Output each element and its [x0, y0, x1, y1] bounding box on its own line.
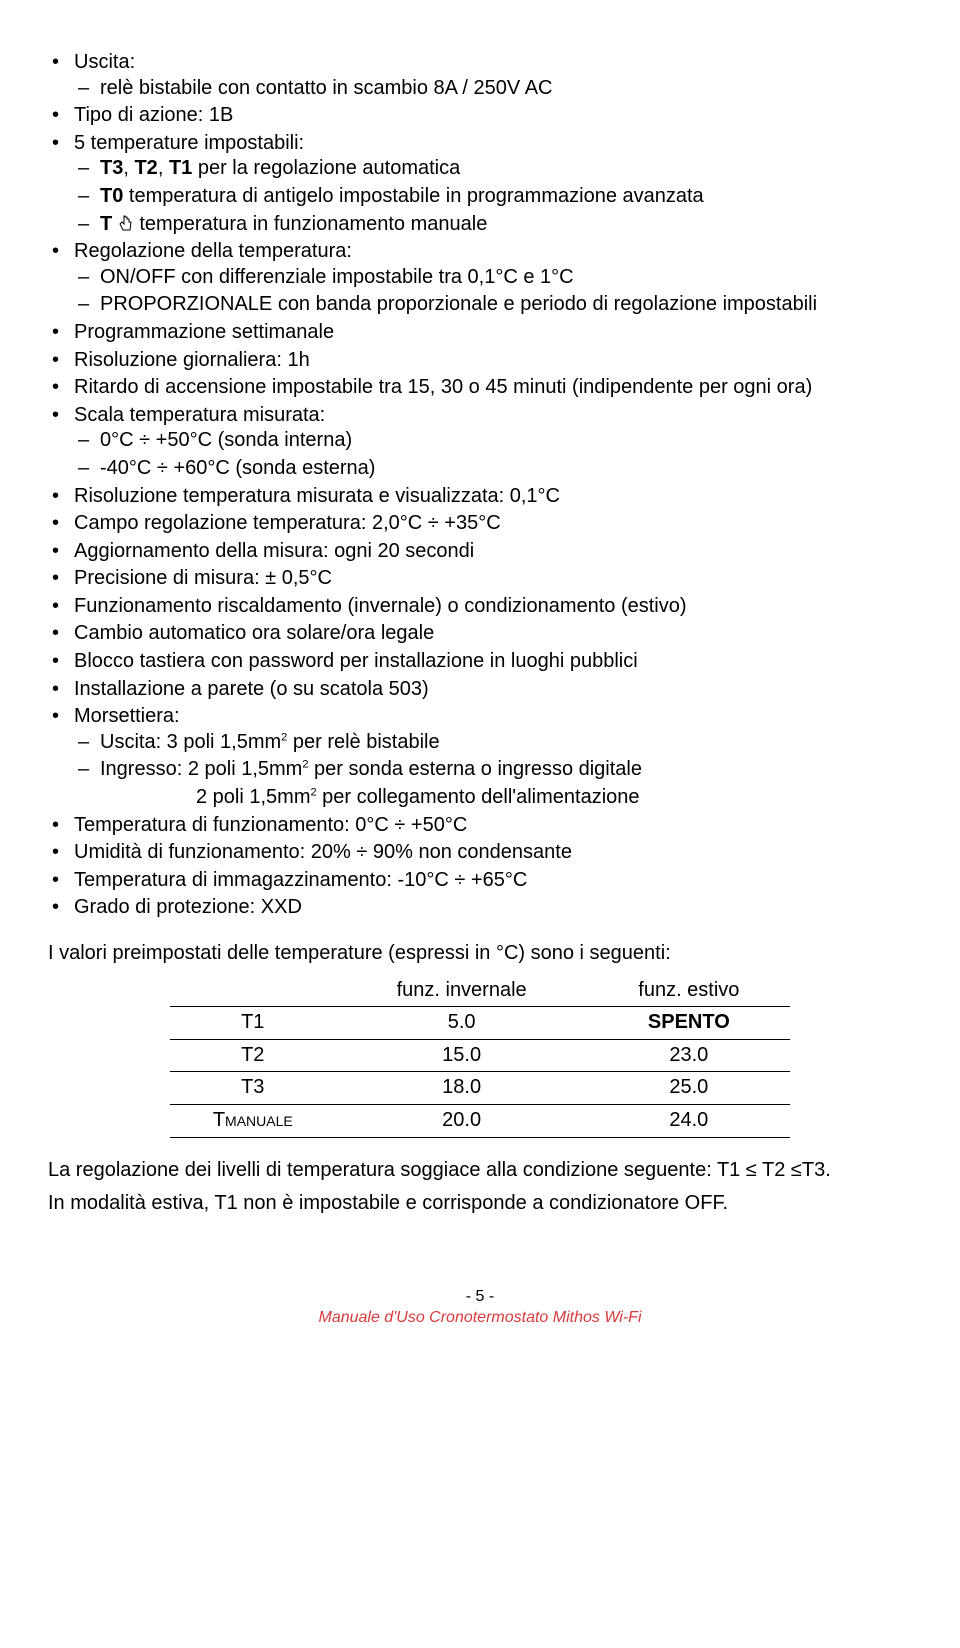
item-text: Morsettiera:	[74, 705, 180, 727]
list-item: Tipo di azione: 1B	[48, 103, 912, 129]
list-item: 5 temperature impostabili: T3, T2, T1 pe…	[48, 131, 912, 237]
list-item: Precisione di misura: ± 0,5°C	[48, 566, 912, 592]
list-item: Temperatura di immagazzinamento: -10°C ÷…	[48, 868, 912, 894]
header-blank	[170, 975, 336, 1007]
cell-value: 5.0	[336, 1007, 588, 1040]
cell-value: 15.0	[336, 1039, 588, 1072]
t1-label: T1	[169, 157, 192, 179]
list-item: Cambio automatico ora solare/ora legale	[48, 621, 912, 647]
cell-tmanuale: TMANUALE	[170, 1104, 336, 1137]
sub-item: PROPORZIONALE con banda proporzionale e …	[74, 292, 912, 318]
page-number: - 5 -	[48, 1287, 912, 1308]
t0-label: T0	[100, 185, 123, 207]
table-header-row: funz. invernale funz. estivo	[170, 975, 790, 1007]
sub-item: Ingresso: 2 poli 1,5mm2 per sonda estern…	[74, 757, 912, 783]
cell-t1: T1	[170, 1007, 336, 1040]
list-item: Scala temperatura misurata: 0°C ÷ +50°C …	[48, 403, 912, 482]
sub-item: -40°C ÷ +60°C (sonda esterna)	[74, 456, 912, 482]
note-line-1: La regolazione dei livelli di temperatur…	[48, 1158, 912, 1184]
list-item: Regolazione della temperatura: ON/OFF co…	[48, 239, 912, 318]
cell-value: 20.0	[336, 1104, 588, 1137]
sub-list: 0°C ÷ +50°C (sonda interna) -40°C ÷ +60°…	[74, 428, 912, 481]
t2-label: T2	[134, 157, 157, 179]
item-text: Scala temperatura misurata:	[74, 404, 325, 426]
manual-title: Manuale d'Uso Cronotermostato Mithos Wi-…	[48, 1308, 912, 1329]
list-item: Umidità di funzionamento: 20% ÷ 90% non …	[48, 840, 912, 866]
list-item: Blocco tastiera con password per install…	[48, 649, 912, 675]
sub-item: T temperatura in funzionamento manuale	[74, 212, 912, 238]
sub-item: T0 temperatura di antigelo impostabile i…	[74, 184, 912, 210]
list-item: Morsettiera: Uscita: 3 poli 1,5mm2 per r…	[48, 704, 912, 810]
sub-item: ON/OFF con differenziale impostabile tra…	[74, 265, 912, 291]
sub-item: T3, T2, T1 per la regolazione automatica	[74, 156, 912, 182]
cell-value: SPENTO	[588, 1007, 790, 1040]
list-item: Risoluzione temperatura misurata e visua…	[48, 484, 912, 510]
continuation-line: 2 poli 1,5mm2 per collegamento dell'alim…	[74, 785, 912, 811]
cell-value: 24.0	[588, 1104, 790, 1137]
cell-value: 18.0	[336, 1072, 588, 1105]
table-row: T2 15.0 23.0	[170, 1039, 790, 1072]
spec-list: Uscita: relè bistabile con contatto in s…	[48, 50, 912, 921]
item-text: 5 temperature impostabili:	[74, 132, 304, 154]
header-summer: funz. estivo	[588, 975, 790, 1007]
table-intro: I valori preimpostati delle temperature …	[48, 941, 912, 967]
table-row: T3 18.0 25.0	[170, 1072, 790, 1105]
table-row: TMANUALE 20.0 24.0	[170, 1104, 790, 1137]
list-item: Risoluzione giornaliera: 1h	[48, 348, 912, 374]
list-item: Installazione a parete (o su scatola 503…	[48, 677, 912, 703]
temperature-table: funz. invernale funz. estivo T1 5.0 SPEN…	[170, 975, 790, 1138]
sub-list: ON/OFF con differenziale impostabile tra…	[74, 265, 912, 318]
t3-label: T3	[100, 157, 123, 179]
cell-value: 25.0	[588, 1072, 790, 1105]
sub-list: relè bistabile con contatto in scambio 8…	[74, 76, 912, 102]
list-item: Campo regolazione temperatura: 2,0°C ÷ +…	[48, 511, 912, 537]
sub-list: Uscita: 3 poli 1,5mm2 per relè bistabile…	[74, 730, 912, 783]
table-row: T1 5.0 SPENTO	[170, 1007, 790, 1040]
list-item: Programmazione settimanale	[48, 320, 912, 346]
item-text: Uscita:	[74, 51, 135, 73]
list-item: Ritardo di accensione impostabile tra 15…	[48, 375, 912, 401]
sub-list: T3, T2, T1 per la regolazione automatica…	[74, 156, 912, 237]
cell-value: 23.0	[588, 1039, 790, 1072]
header-winter: funz. invernale	[336, 975, 588, 1007]
list-item: Funzionamento riscaldamento (invernale) …	[48, 594, 912, 620]
sub-item: Uscita: 3 poli 1,5mm2 per relè bistabile	[74, 730, 912, 756]
t-label: T	[100, 213, 118, 235]
cell-t3: T3	[170, 1072, 336, 1105]
item-text: Regolazione della temperatura:	[74, 240, 352, 262]
list-item: Temperatura di funzionamento: 0°C ÷ +50°…	[48, 813, 912, 839]
list-item: Grado di protezione: XXD	[48, 895, 912, 921]
list-item: Uscita: relè bistabile con contatto in s…	[48, 50, 912, 101]
sub-item: 0°C ÷ +50°C (sonda interna)	[74, 428, 912, 454]
sub-item: relè bistabile con contatto in scambio 8…	[74, 76, 912, 102]
hand-icon	[118, 214, 134, 234]
cell-t2: T2	[170, 1039, 336, 1072]
list-item: Aggiornamento della misura: ogni 20 seco…	[48, 539, 912, 565]
page-footer: - 5 - Manuale d'Uso Cronotermostato Mith…	[48, 1287, 912, 1329]
note-line-2: In modalità estiva, T1 non è impostabile…	[48, 1191, 912, 1217]
